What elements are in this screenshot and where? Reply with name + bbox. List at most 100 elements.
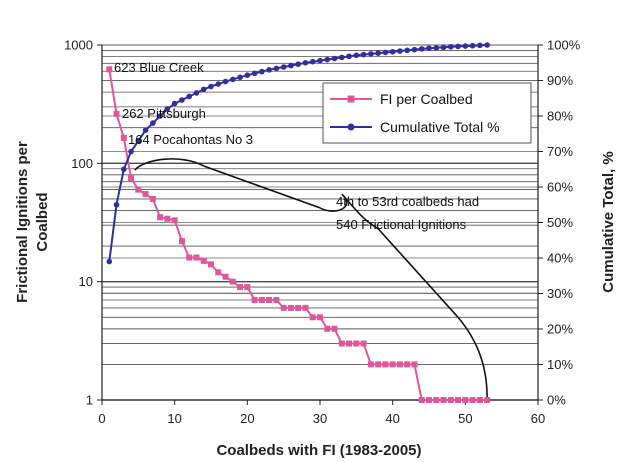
legend-label-cumulative: Cumulative Total % xyxy=(380,119,500,135)
data-point xyxy=(164,215,171,222)
data-point xyxy=(411,46,418,53)
y-right-tick-label: 50% xyxy=(547,215,573,230)
data-point xyxy=(375,361,382,368)
data-point xyxy=(389,48,396,55)
data-point xyxy=(448,43,454,50)
data-point xyxy=(287,304,294,311)
data-point xyxy=(222,78,229,85)
data-point xyxy=(266,67,272,73)
y-axis-title-left-line1: Frictional Ignitions per xyxy=(14,141,31,303)
data-point xyxy=(360,51,367,58)
data-point xyxy=(331,55,338,62)
y-right-tick-label: 30% xyxy=(547,286,573,301)
data-point xyxy=(178,238,185,245)
data-point xyxy=(317,314,323,321)
data-point xyxy=(193,90,200,96)
data-point xyxy=(309,58,316,65)
data-point xyxy=(150,120,156,126)
data-point xyxy=(382,49,389,56)
annotations: 623 Blue Creek 262 Pittsburgh 164 Pocaho… xyxy=(114,60,479,232)
y-left-tick-label: 1 xyxy=(86,393,93,408)
x-axis-title: Coalbeds with FI (1983-2005) xyxy=(216,442,421,459)
data-point xyxy=(397,48,403,54)
x-tick-label: 40 xyxy=(385,411,399,426)
data-point xyxy=(353,340,360,347)
data-point xyxy=(237,284,244,291)
legend-marker-fi xyxy=(347,95,355,103)
data-point xyxy=(179,97,185,103)
data-point xyxy=(193,254,200,261)
data-point xyxy=(331,325,338,332)
data-point xyxy=(338,340,345,347)
data-point xyxy=(142,127,149,133)
data-point xyxy=(295,304,302,311)
y-right-tick-label: 100% xyxy=(547,38,581,53)
legend-box xyxy=(322,82,532,144)
data-point xyxy=(244,284,251,291)
data-point xyxy=(469,42,476,49)
data-point xyxy=(208,83,214,90)
data-point xyxy=(186,93,192,100)
x-tick-label: 30 xyxy=(313,411,327,426)
data-point xyxy=(135,186,142,193)
data-point xyxy=(346,53,352,60)
data-point xyxy=(404,361,411,368)
annotation-pittsburgh: 262 Pittsburgh xyxy=(122,106,206,121)
data-point xyxy=(411,361,418,368)
data-point xyxy=(171,217,178,224)
data-point xyxy=(302,59,309,66)
data-point xyxy=(244,72,251,78)
data-point xyxy=(302,304,309,311)
data-point xyxy=(200,86,207,93)
data-point xyxy=(280,304,287,311)
y-left-tick-label: 100 xyxy=(71,156,93,171)
legend-marker-cumulative xyxy=(347,123,355,131)
data-point xyxy=(440,44,447,51)
data-point xyxy=(484,42,490,48)
data-point xyxy=(113,201,120,208)
data-point xyxy=(375,50,381,56)
data-point xyxy=(215,81,222,87)
data-point xyxy=(280,64,287,70)
data-point xyxy=(447,397,454,403)
data-point xyxy=(455,397,462,403)
x-tick-label: 10 xyxy=(167,411,181,426)
data-point xyxy=(258,296,265,303)
data-point xyxy=(171,100,178,107)
data-point xyxy=(113,110,120,117)
data-point xyxy=(215,269,222,276)
y-axis-title-left: Frictional Ignitions per Coalbed xyxy=(14,141,51,303)
data-point xyxy=(404,47,411,54)
x-tick-label: 50 xyxy=(458,411,472,426)
data-point xyxy=(149,195,156,202)
x-tick-label: 20 xyxy=(240,411,254,426)
y-left-tick-label: 10 xyxy=(79,274,93,289)
data-point xyxy=(128,175,135,182)
data-point xyxy=(440,397,447,403)
data-point xyxy=(368,51,374,57)
y-axis-title-right: Cumulative Total, % xyxy=(600,151,617,292)
data-point xyxy=(360,340,367,347)
data-point xyxy=(229,278,236,285)
annotation-blue-creek: 623 Blue Creek xyxy=(114,60,204,75)
x-tick-label: 0 xyxy=(98,411,105,426)
data-point xyxy=(266,296,273,303)
data-point xyxy=(353,52,360,59)
data-point xyxy=(339,54,345,61)
series-cumulative-total xyxy=(106,42,490,265)
axes: 0 10 20 30 40 50 60 1 10 100 1000 0% 10% 20% 30% 40% 50%… xyxy=(64,38,581,427)
data-point xyxy=(208,261,214,268)
data-point xyxy=(426,397,432,403)
legend: FI per Coalbed Cumulative Total % xyxy=(322,82,532,144)
data-point xyxy=(426,45,432,51)
x-tick-label: 60 xyxy=(531,411,545,426)
data-point xyxy=(135,138,142,144)
data-point xyxy=(120,134,127,141)
data-point xyxy=(462,43,469,49)
data-point xyxy=(346,340,353,347)
annotation-pocahontas: 164 Pocahontas No 3 xyxy=(128,132,253,147)
data-point xyxy=(164,106,171,112)
data-point xyxy=(200,257,207,264)
data-point xyxy=(396,361,403,368)
series-layer xyxy=(106,42,491,403)
